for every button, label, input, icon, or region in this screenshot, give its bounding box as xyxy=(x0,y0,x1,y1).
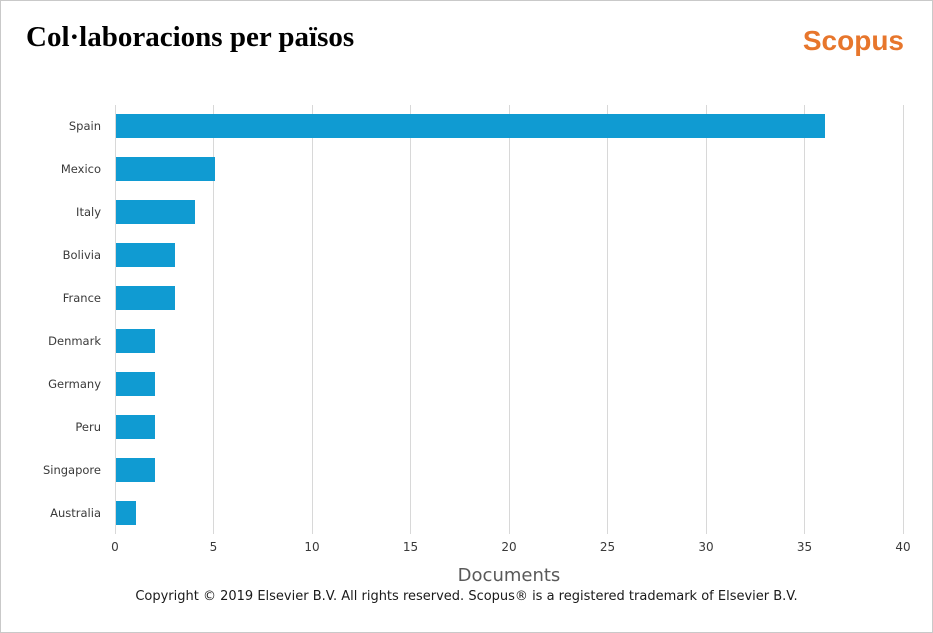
bar-denmark xyxy=(116,328,156,353)
gridline xyxy=(410,105,411,534)
category-label-spain: Spain xyxy=(68,119,101,134)
x-tick-label: 5 xyxy=(209,540,218,554)
category-label-denmark: Denmark xyxy=(48,333,101,348)
x-tick-label: 20 xyxy=(501,540,517,554)
category-label-france: France xyxy=(62,291,101,306)
x-axis-title: Documents xyxy=(457,565,561,586)
category-label-mexico: Mexico xyxy=(60,162,101,177)
scopus-logo: Scopus xyxy=(802,25,904,56)
bar-bolivia xyxy=(116,243,176,268)
bar-france xyxy=(116,286,176,311)
bar-australia xyxy=(116,500,136,525)
gridline xyxy=(902,105,904,534)
x-tick-label: 0 xyxy=(111,540,119,554)
gridline xyxy=(607,105,608,534)
copyright-text: Copyright © 2019 Elsevier B.V. All right… xyxy=(135,589,798,604)
category-axis-labels: Spain Mexico Italy Bolivia France Denmark Germ… xyxy=(1,105,101,534)
x-tick-label: 40 xyxy=(895,540,911,554)
bar-singapore xyxy=(116,457,156,482)
x-tick-label: 10 xyxy=(304,540,320,554)
gridline xyxy=(705,105,707,534)
gridline xyxy=(114,105,116,534)
x-tick-label: 25 xyxy=(599,540,616,554)
x-tick-label: 35 xyxy=(796,540,813,554)
category-label-australia: Australia xyxy=(50,505,101,520)
category-label-italy: Italy xyxy=(76,205,101,220)
bar-germany xyxy=(116,371,156,396)
value-axis-tick-labels: 0 5 10 15 20 25 30 35 40 xyxy=(111,540,910,556)
category-label-bolivia: Bolivia xyxy=(62,248,101,263)
bar-italy xyxy=(116,200,195,225)
gridline xyxy=(311,105,313,534)
plot-area xyxy=(114,105,904,534)
x-tick-label: 15 xyxy=(402,540,419,554)
bar-spain xyxy=(116,114,826,139)
bar-peru xyxy=(116,414,156,439)
category-label-germany: Germany xyxy=(48,376,101,391)
x-tick-label: 30 xyxy=(698,540,714,554)
gridline xyxy=(804,105,805,534)
chart-title: Col·laboracions per països xyxy=(26,21,355,53)
category-label-peru: Peru xyxy=(75,419,101,434)
category-label-singapore: Singapore xyxy=(42,462,101,477)
gridline xyxy=(213,105,214,534)
gridline xyxy=(508,105,510,534)
bar-mexico xyxy=(116,157,215,182)
